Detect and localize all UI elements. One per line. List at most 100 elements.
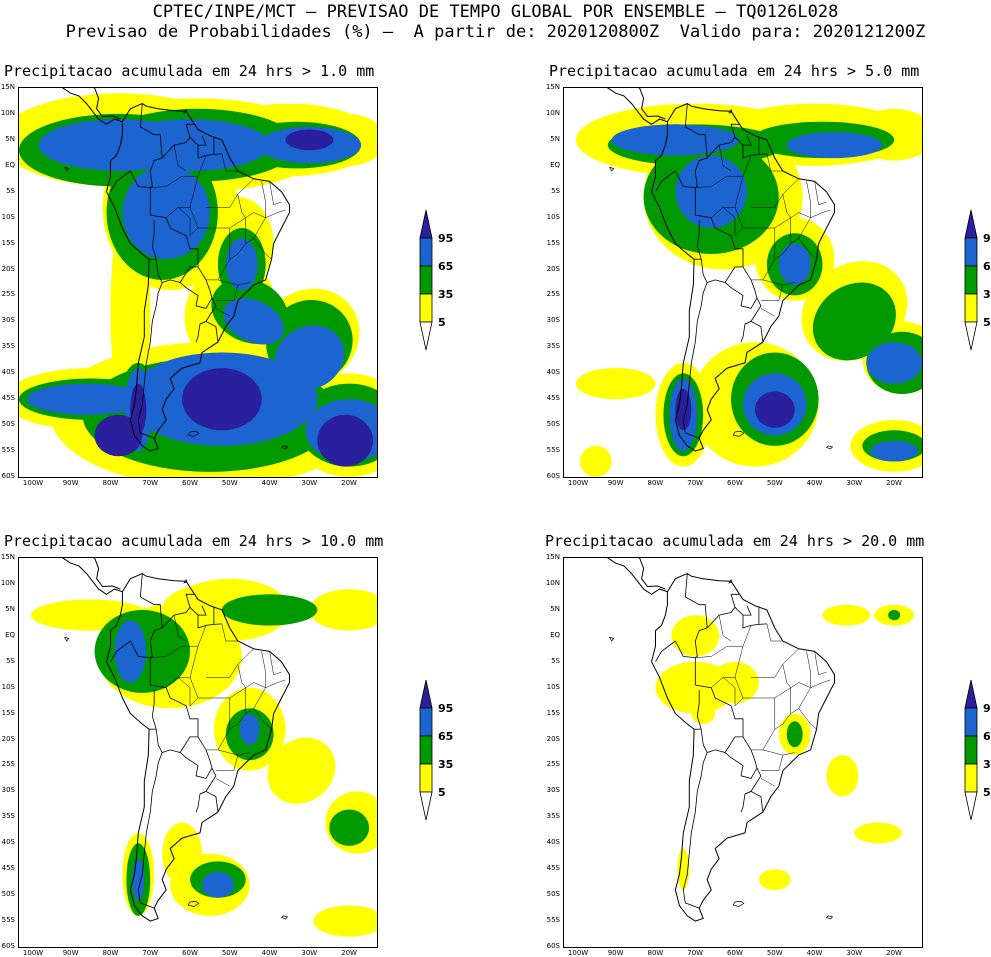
country-border — [110, 640, 131, 662]
panel-4-map — [563, 557, 923, 948]
state-border — [221, 623, 238, 642]
panel-1-map — [18, 87, 378, 478]
state-border — [206, 698, 231, 751]
main-title: CPTEC/INPE/MCT — PREVISAO DE TEMPO GLOBA… — [152, 2, 839, 22]
state-border — [814, 181, 827, 206]
lat-label: 45S — [1, 394, 15, 403]
lon-label: 80W — [102, 949, 119, 957]
island — [64, 166, 70, 172]
panel-1-title: Precipitacao acumulada em 24 hrs > 1.0 m… — [4, 62, 375, 80]
lat-label: 35S — [546, 812, 560, 821]
state-border — [261, 651, 266, 688]
state-border — [711, 207, 744, 229]
legend-colorbar — [419, 209, 433, 351]
map-canvas — [19, 88, 377, 477]
probability-area — [221, 594, 318, 626]
probability-area — [132, 858, 145, 901]
country-border — [161, 593, 194, 629]
probability-area — [711, 661, 759, 704]
state-border — [766, 153, 783, 172]
island — [280, 445, 289, 450]
state-border — [166, 677, 199, 699]
state-border — [215, 285, 239, 301]
state-border — [806, 651, 811, 688]
lat-label: 55S — [1, 446, 15, 455]
lon-label: 80W — [647, 949, 664, 957]
country-border — [675, 640, 696, 686]
country-border — [179, 282, 213, 309]
lon-label: 40W — [261, 479, 278, 487]
legend-label: 35 — [438, 288, 454, 301]
state-border — [695, 645, 743, 658]
probability-area — [786, 132, 883, 159]
country-border — [694, 157, 708, 188]
state-border — [150, 175, 198, 188]
country-border — [137, 752, 163, 909]
country-border — [743, 605, 752, 616]
lat-label: 40S — [546, 838, 560, 847]
panel-1-legend: 95 65 35 5 — [418, 208, 458, 358]
legend-blue-box — [419, 237, 433, 267]
state-border — [751, 228, 776, 281]
probability-area — [313, 905, 377, 937]
lat-label: 30S — [1, 786, 15, 795]
south-america-coastline — [650, 103, 835, 452]
lat-label: 50S — [1, 890, 15, 899]
panel-4-legend: 95 65 35 5 — [963, 678, 991, 828]
country-border — [743, 135, 752, 146]
lon-label: 70W — [687, 949, 704, 957]
probability-area — [786, 721, 803, 748]
south-america-coastline — [105, 573, 290, 922]
lat-label: 30S — [546, 786, 560, 795]
country-border — [149, 157, 163, 188]
lat-label: 30S — [1, 316, 15, 325]
country-border — [161, 123, 194, 159]
panel-3-title: Precipitacao acumulada em 24 hrs > 10.0 … — [4, 532, 384, 550]
country-border — [195, 320, 219, 343]
state-border — [760, 308, 775, 317]
lat-label: 10N — [0, 578, 15, 587]
legend-colorbar — [419, 679, 433, 821]
probability-area — [162, 584, 258, 636]
lat-label: 45S — [1, 864, 15, 873]
country-border — [682, 282, 708, 439]
probability-area — [691, 703, 716, 724]
lon-label: 30W — [846, 479, 863, 487]
lon-label: 80W — [647, 479, 664, 487]
state-border — [722, 207, 736, 236]
probability-area — [26, 383, 147, 415]
central-america-coastline — [61, 558, 123, 595]
probability-area — [866, 342, 922, 384]
probability-area — [225, 238, 258, 291]
country-border — [130, 640, 151, 686]
panel-2-title: Precipitacao acumulada em 24 hrs > 5.0 m… — [549, 62, 920, 80]
country-border — [189, 137, 222, 159]
legend-blue-box — [419, 707, 433, 737]
island — [728, 109, 733, 114]
legend-white-triangle — [964, 791, 978, 821]
lat-label: 60S — [1, 472, 15, 480]
probability-area — [854, 822, 903, 844]
lon-label: 70W — [142, 479, 159, 487]
lon-label: 40W — [261, 949, 278, 957]
lat-label: 15N — [545, 553, 560, 561]
country-border — [110, 170, 131, 192]
probability-area — [822, 604, 871, 626]
legend-label: 35 — [438, 758, 454, 771]
state-border — [215, 308, 230, 317]
central-america-coastline — [61, 88, 123, 125]
state-border — [253, 687, 272, 730]
island — [280, 915, 289, 920]
state-border — [790, 238, 799, 244]
state-border — [173, 145, 187, 172]
state-border — [173, 615, 187, 642]
country-border — [724, 282, 758, 309]
legend-colorbar — [964, 679, 978, 821]
legend-blue-box — [964, 237, 978, 267]
probability-area — [671, 615, 720, 657]
country-border — [137, 282, 163, 439]
lat-label: 30S — [546, 316, 560, 325]
lat-label: 55S — [546, 446, 560, 455]
probability-area — [94, 414, 143, 457]
state-border — [762, 749, 795, 756]
